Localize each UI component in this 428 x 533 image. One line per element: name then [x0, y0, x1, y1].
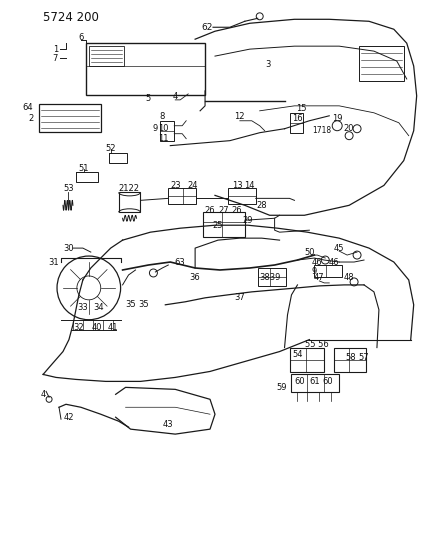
- Text: 10: 10: [158, 124, 169, 133]
- Text: 42: 42: [64, 413, 74, 422]
- Text: 40: 40: [92, 323, 102, 332]
- Bar: [76, 173, 98, 182]
- Text: 7: 7: [53, 54, 58, 62]
- Text: 4: 4: [172, 92, 178, 101]
- Bar: [314, 265, 342, 277]
- Text: 13: 13: [232, 181, 243, 190]
- Text: 58: 58: [346, 353, 357, 362]
- Bar: [203, 212, 245, 237]
- Bar: [168, 188, 196, 204]
- Text: 64: 64: [23, 103, 33, 112]
- Bar: [109, 152, 127, 163]
- Text: 57: 57: [359, 353, 369, 362]
- Text: 47: 47: [314, 273, 324, 282]
- Text: 31: 31: [49, 257, 59, 266]
- Text: 55 56: 55 56: [306, 340, 329, 349]
- Text: 35: 35: [138, 300, 149, 309]
- Text: 26: 26: [205, 206, 215, 215]
- Text: 2122: 2122: [118, 184, 139, 193]
- Text: 51: 51: [79, 164, 89, 173]
- Text: 63: 63: [175, 257, 186, 266]
- Text: 25: 25: [213, 221, 223, 230]
- Text: 14: 14: [244, 181, 255, 190]
- Bar: [119, 192, 140, 212]
- Bar: [334, 348, 366, 373]
- Text: 61: 61: [309, 377, 320, 386]
- Bar: [258, 268, 285, 286]
- Bar: [291, 375, 339, 392]
- Text: 3: 3: [265, 60, 270, 69]
- Text: 54: 54: [292, 350, 303, 359]
- Text: 24: 24: [187, 181, 197, 190]
- Text: 62: 62: [201, 23, 213, 32]
- Text: 32: 32: [74, 323, 84, 332]
- Text: 26: 26: [232, 206, 242, 215]
- Bar: [289, 113, 303, 133]
- Text: 48: 48: [344, 273, 354, 282]
- Text: 5724 200: 5724 200: [43, 11, 99, 24]
- Text: 23: 23: [170, 181, 181, 190]
- Text: 2: 2: [28, 114, 33, 123]
- Text: 1718: 1718: [312, 126, 331, 135]
- Text: 30: 30: [64, 244, 74, 253]
- Text: 29: 29: [243, 216, 253, 225]
- Text: 46: 46: [329, 257, 339, 266]
- Bar: [86, 43, 205, 95]
- Bar: [160, 121, 174, 141]
- Bar: [39, 104, 101, 132]
- Text: 35: 35: [125, 300, 136, 309]
- Text: 19: 19: [332, 114, 342, 123]
- Text: 11: 11: [158, 134, 169, 143]
- Text: 33: 33: [77, 303, 88, 312]
- Text: 37: 37: [235, 293, 245, 302]
- Bar: [359, 46, 404, 81]
- Text: 45: 45: [334, 244, 345, 253]
- Text: 5: 5: [146, 94, 151, 103]
- Text: 27: 27: [219, 206, 229, 215]
- Text: 28: 28: [256, 201, 267, 210]
- Text: 43: 43: [163, 419, 174, 429]
- Bar: [89, 46, 124, 66]
- Text: 6: 6: [78, 33, 83, 42]
- Text: 46: 46: [312, 257, 323, 266]
- Text: 52: 52: [105, 144, 116, 153]
- Text: 1: 1: [53, 45, 58, 54]
- Bar: [228, 188, 256, 204]
- Bar: [289, 348, 324, 373]
- Text: 15: 15: [296, 104, 307, 114]
- Text: 60: 60: [322, 377, 333, 386]
- Text: 59: 59: [276, 383, 287, 392]
- Text: 41: 41: [107, 323, 118, 332]
- Text: 50: 50: [304, 247, 315, 256]
- Text: 9: 9: [312, 268, 317, 277]
- Text: 53: 53: [64, 184, 74, 193]
- Text: 34: 34: [93, 303, 104, 312]
- Text: 3839: 3839: [259, 273, 280, 282]
- Text: 9: 9: [153, 124, 158, 133]
- Text: 36: 36: [190, 273, 200, 282]
- Text: 8: 8: [160, 112, 165, 122]
- Text: 4: 4: [41, 390, 46, 399]
- Text: 12: 12: [235, 112, 245, 122]
- Text: 60: 60: [294, 377, 305, 386]
- Text: 20: 20: [344, 124, 354, 133]
- Text: 16: 16: [292, 114, 303, 123]
